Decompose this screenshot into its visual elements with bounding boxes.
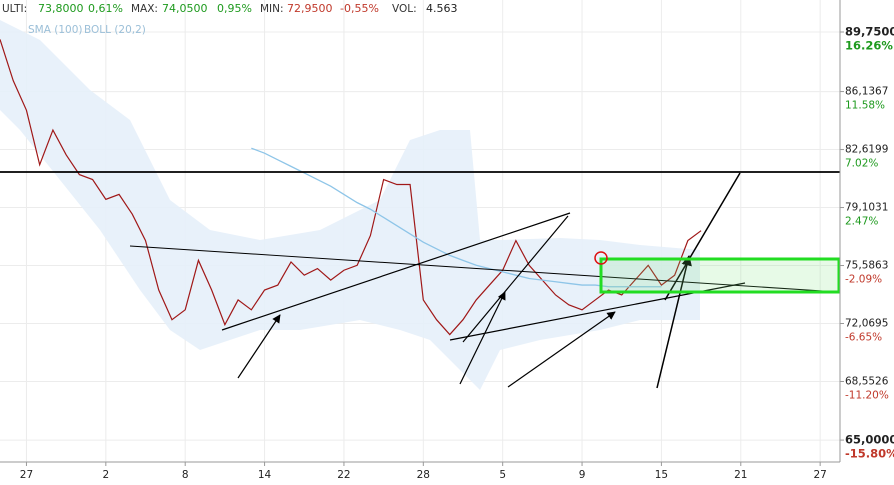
trend-line (462, 215, 569, 343)
arrow (237, 314, 281, 379)
y2-tick-label: 16.26% (845, 38, 893, 52)
header-value: 4.563 (426, 2, 458, 15)
data (0, 39, 702, 336)
arrow (656, 254, 692, 389)
y2-tick-label: 11.58% (845, 100, 885, 112)
x-tick-label: 9 (579, 469, 586, 481)
y-tick-label: 89,7500 (845, 24, 894, 38)
trend-line (129, 245, 839, 293)
header: ULTI: 73,8000 0,61% MAX: 74,0500 0,95% M… (2, 2, 458, 36)
header-value: 72,9500 (287, 2, 333, 15)
header-change: 0,61% (88, 2, 123, 15)
x-tick-label: 21 (734, 469, 747, 481)
y-tick-label: 75,5863 (845, 260, 888, 272)
header-label: VOL: (392, 3, 417, 15)
annotations (0, 171, 841, 389)
y2-tick-label: -2.09% (845, 274, 882, 286)
x-tick-label: 15 (655, 469, 668, 481)
legend-item: BOLL (20,2) (84, 24, 146, 36)
header-label: MIN: (260, 3, 284, 15)
x-tick-label: 27 (20, 469, 33, 481)
bollinger-band (0, 20, 700, 390)
arrow (507, 311, 616, 388)
axes: 27 2 8 14 22 28 5 9 15 21 2789,750086,136782,61997… (20, 24, 894, 481)
y2-tick-label: -6.65% (845, 332, 882, 344)
y-tick-label: 72,0695 (845, 318, 888, 330)
y-tick-label: 82,6199 (845, 144, 888, 156)
y-tick-label: 79,1031 (845, 202, 888, 214)
y-tick-label: 65,0000 (845, 433, 894, 447)
legend-item: SMA (100) (28, 24, 82, 36)
x-tick-label: 2 (102, 469, 109, 481)
x-tick-label: 5 (499, 469, 506, 481)
axis-panel (840, 0, 894, 485)
arrow (459, 291, 506, 385)
header-value: 73,8000 (38, 2, 84, 15)
series-line (0, 39, 702, 336)
x-tick-label: 22 (337, 469, 350, 481)
y-tick-label: 86,1367 (845, 86, 888, 98)
x-tick-label: 14 (258, 469, 272, 481)
y2-tick-label: 7.02% (845, 158, 878, 170)
trend-line (221, 212, 571, 331)
x-tick-label: 8 (182, 469, 189, 481)
y2-tick-label: -11.20% (845, 390, 889, 402)
header-change: 0,95% (217, 2, 252, 15)
y2-tick-label: -15.80% (845, 447, 894, 461)
header-value: 74,0500 (162, 2, 208, 15)
target-zone (599, 257, 841, 294)
marker-circle (594, 251, 608, 265)
x-tick-label: 28 (417, 469, 430, 481)
y2-tick-label: 2.47% (845, 216, 878, 228)
header-label: MAX: (131, 3, 158, 15)
header-label: ULTI: (2, 3, 27, 15)
series-line (251, 147, 662, 288)
y-tick-label: 68,5526 (845, 375, 889, 387)
header-change: -0,55% (340, 2, 379, 15)
arrow-line (664, 172, 741, 301)
x-tick-label: 27 (813, 469, 826, 481)
